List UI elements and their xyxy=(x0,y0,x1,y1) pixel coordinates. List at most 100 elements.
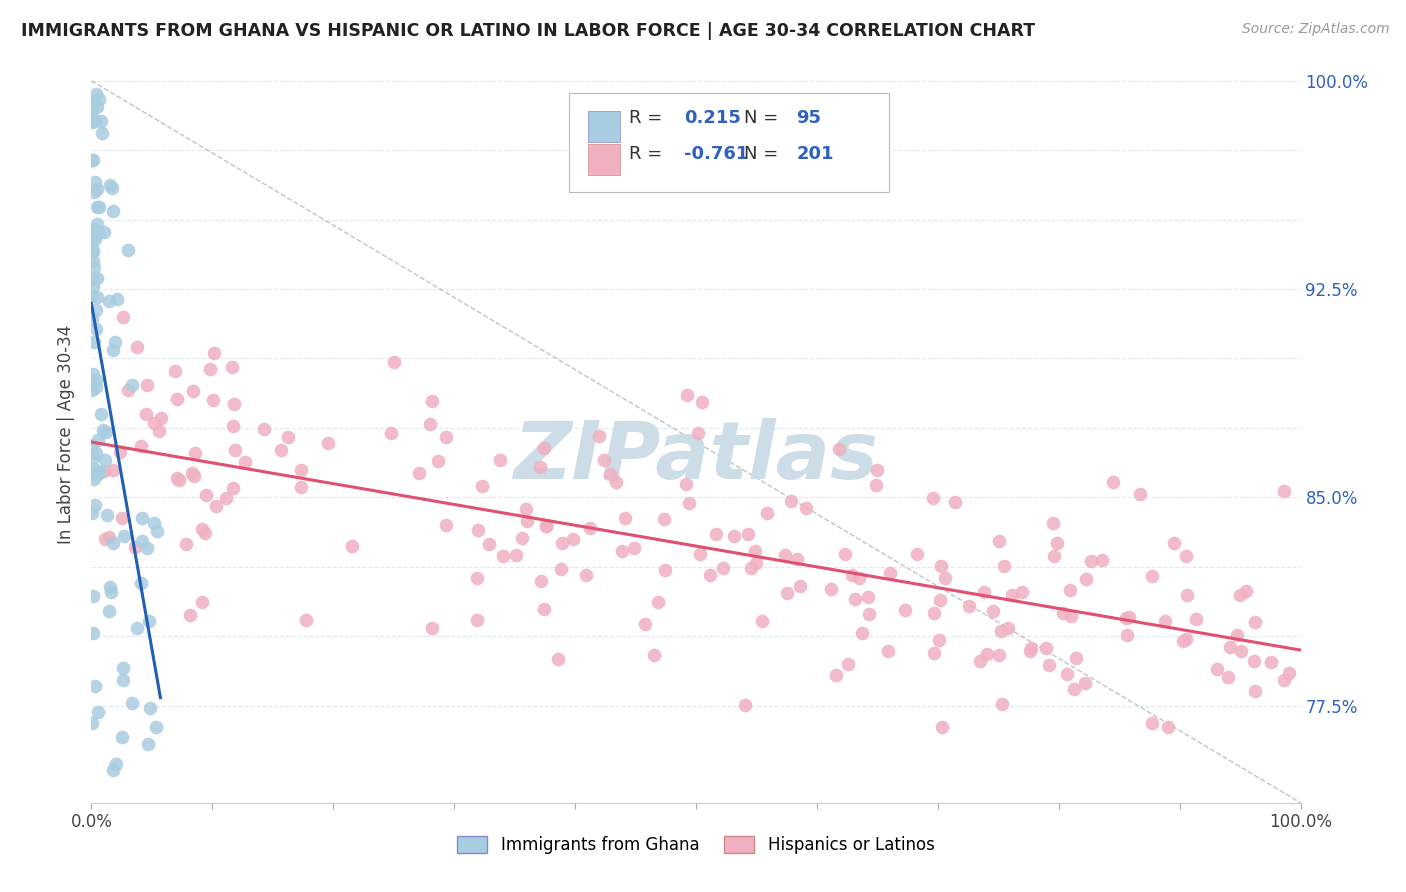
Point xyxy=(139,701,162,715)
Point xyxy=(215,491,238,506)
Point xyxy=(222,418,245,433)
Point xyxy=(194,525,217,540)
Point xyxy=(84,303,107,318)
Point xyxy=(224,443,246,458)
Point xyxy=(1046,536,1069,550)
Point xyxy=(478,537,501,551)
Point xyxy=(277,429,299,443)
Point xyxy=(928,632,950,647)
Text: ZIPatlas: ZIPatlas xyxy=(513,418,879,496)
Point xyxy=(1042,516,1064,530)
Point xyxy=(422,394,444,409)
Point xyxy=(101,343,124,357)
Text: 95: 95 xyxy=(796,110,821,128)
Point xyxy=(82,271,104,285)
Point xyxy=(87,92,110,106)
Point xyxy=(1011,584,1033,599)
Point xyxy=(202,346,225,360)
Text: Source: ZipAtlas.com: Source: ZipAtlas.com xyxy=(1241,22,1389,37)
Point xyxy=(84,87,107,101)
Point xyxy=(1234,583,1257,598)
Point xyxy=(745,556,768,570)
Point xyxy=(1278,666,1301,681)
Point xyxy=(112,310,135,324)
Point xyxy=(820,582,842,596)
Point xyxy=(150,410,173,425)
Point xyxy=(692,395,714,409)
Point xyxy=(82,254,104,268)
Point xyxy=(198,362,221,376)
Point xyxy=(856,591,879,605)
Text: R =: R = xyxy=(630,145,668,162)
Point xyxy=(983,604,1005,618)
Point xyxy=(1205,662,1227,676)
Point xyxy=(1153,614,1175,628)
Point xyxy=(191,523,214,537)
Point xyxy=(612,543,634,558)
Point xyxy=(98,294,121,309)
Point xyxy=(135,541,157,555)
Point xyxy=(515,501,537,516)
Point xyxy=(851,626,873,640)
Point xyxy=(82,222,104,236)
Point xyxy=(689,547,711,561)
Point xyxy=(124,540,146,554)
Point xyxy=(80,244,103,259)
Point xyxy=(550,562,572,576)
Point xyxy=(80,103,103,117)
Point xyxy=(127,621,149,635)
Point xyxy=(104,334,127,349)
Point xyxy=(1274,673,1296,687)
Point xyxy=(654,563,676,577)
Point xyxy=(84,380,107,394)
FancyBboxPatch shape xyxy=(569,93,890,192)
Point xyxy=(181,466,204,480)
Point xyxy=(83,335,105,350)
Point xyxy=(166,392,188,406)
Text: N =: N = xyxy=(744,110,785,128)
Point xyxy=(80,311,103,326)
Point xyxy=(776,586,799,600)
Point xyxy=(929,558,952,573)
Point xyxy=(990,624,1012,638)
Point xyxy=(740,561,762,575)
Point xyxy=(1175,588,1198,602)
Point xyxy=(121,697,143,711)
Point xyxy=(643,648,665,662)
Point xyxy=(105,292,128,306)
Text: -0.761: -0.761 xyxy=(683,145,748,162)
Point xyxy=(82,368,104,382)
Point xyxy=(80,506,103,520)
Point xyxy=(828,442,851,456)
Point xyxy=(1230,643,1253,657)
Point xyxy=(146,524,169,539)
Point xyxy=(1260,655,1282,669)
Point xyxy=(1171,634,1194,648)
Point xyxy=(614,510,637,524)
Point xyxy=(1063,682,1085,697)
Point xyxy=(86,290,108,304)
Point xyxy=(82,153,104,168)
Point xyxy=(148,424,170,438)
Point xyxy=(183,446,205,460)
Point xyxy=(83,462,105,476)
Point xyxy=(145,720,167,734)
Point xyxy=(83,472,105,486)
Point xyxy=(1163,535,1185,549)
Point xyxy=(136,377,159,392)
Point xyxy=(1059,582,1081,597)
Point xyxy=(751,614,773,628)
Point xyxy=(82,450,104,465)
Point xyxy=(224,397,246,411)
Point xyxy=(142,417,165,431)
Point xyxy=(83,185,105,199)
Point xyxy=(533,602,555,616)
Point xyxy=(100,584,122,599)
Point xyxy=(562,532,585,546)
Point xyxy=(82,466,104,480)
Point xyxy=(380,425,402,440)
Point xyxy=(551,536,574,550)
Point xyxy=(100,181,122,195)
Point xyxy=(929,593,952,607)
Point xyxy=(794,501,817,516)
